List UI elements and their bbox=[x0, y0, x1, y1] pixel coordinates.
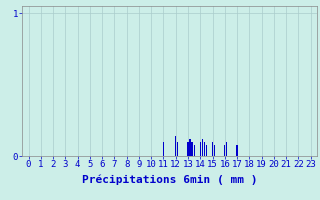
Bar bbox=[224, 145, 225, 156]
Bar bbox=[163, 142, 164, 156]
Bar bbox=[202, 139, 203, 156]
X-axis label: Précipitations 6min ( mm ): Précipitations 6min ( mm ) bbox=[82, 175, 257, 185]
Bar bbox=[226, 142, 228, 156]
Bar bbox=[177, 142, 179, 156]
Bar bbox=[236, 145, 238, 156]
Bar bbox=[214, 145, 215, 156]
Bar bbox=[204, 142, 205, 156]
Bar bbox=[175, 136, 176, 156]
Bar bbox=[191, 142, 193, 156]
Bar bbox=[189, 139, 191, 156]
Bar bbox=[200, 142, 201, 156]
Bar bbox=[212, 142, 213, 156]
Bar bbox=[206, 145, 207, 156]
Bar bbox=[194, 145, 195, 156]
